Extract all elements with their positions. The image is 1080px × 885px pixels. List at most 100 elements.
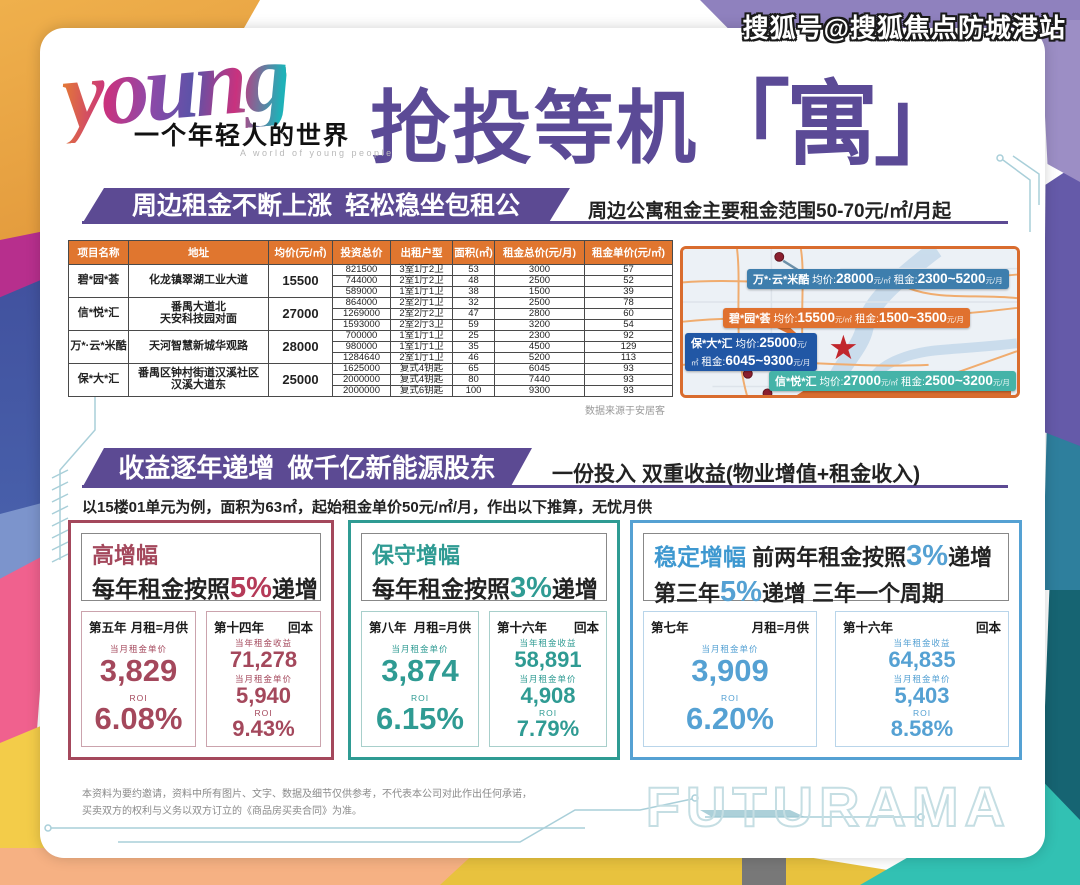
table-cell: 1室1厅1卫 [390, 341, 453, 353]
table-cell: 保*大*汇 [68, 363, 129, 397]
table-cell: 3室1厅2卫 [390, 264, 453, 276]
stat-value: 4,908 [520, 682, 576, 708]
callout-rent-label: 租金: [701, 356, 726, 369]
stat-item: 当年租金收益 64,835 [843, 637, 1001, 671]
table-cell: 2300 [494, 330, 585, 342]
table-cell: 39 [584, 286, 673, 298]
page-title: 抢投等机「寓」 [370, 50, 966, 183]
table-cell: 27000 [268, 297, 333, 331]
table-cell: 2室2厅1卫 [390, 297, 453, 309]
plan-desc-pct: 3% [510, 572, 552, 604]
table-cell: 2室1厅1卫 [390, 352, 453, 364]
table-cell: 2室2厅2卫 [390, 308, 453, 320]
table-row: 1269000 2室2厅2卫 47 2800 60 [69, 308, 673, 320]
stat-item: 当月租金单价 5,403 [843, 673, 1001, 707]
table-cell: 47 [452, 308, 495, 320]
table-cell: 53 [452, 264, 495, 276]
stat-label: 当月租金单价 [519, 673, 577, 684]
stat-item: ROI 7.79% [497, 708, 599, 740]
stat-item: 当月租金单价 5,940 [214, 673, 313, 707]
stat-box-breakeven: 第七年 月租=月供 当月租金单价 3,909 ROI 6.20% [643, 611, 817, 747]
stat-year: 第十六年 [497, 621, 548, 635]
callout-price-unit: 元/㎡ [691, 340, 807, 368]
stat-value: 3,829 [99, 653, 178, 688]
col-header-avg-price: 均价(元/㎡) [268, 240, 333, 265]
logo-tagline-en: A world of young people [240, 148, 394, 158]
stat-value: 71,278 [229, 647, 298, 673]
col-header-rent-unit: 租金单价(元/㎡) [584, 240, 673, 265]
table-cell: 93 [584, 363, 673, 375]
table-cell: 15500 [268, 264, 333, 298]
table-cell: 碧*园*荟 [68, 264, 129, 298]
callout-price: 27000 [843, 373, 881, 388]
stat-value: 6.08% [94, 701, 183, 736]
table-cell: 113 [584, 352, 673, 364]
stat-value: 8.58% [890, 715, 954, 741]
stat-year: 第七年 [651, 621, 689, 635]
table-cell: 9300 [494, 385, 585, 397]
plan-stable-growth: 稳定增幅 前两年租金按照3%递增 第三年5%递增 三年一个周期 第七年 月租=月供… [630, 520, 1022, 760]
stat-label: 当月租金单价 [234, 673, 292, 684]
stat-value: 7.79% [516, 715, 580, 741]
callout-rent: 2500~3200 [924, 373, 993, 388]
stat-tag: 回本 [287, 621, 313, 635]
stat-tag: 回本 [573, 621, 599, 635]
table-cell: 3200 [494, 319, 585, 331]
table-row: 碧*园*荟 化龙镇翠湖工业大道 15500 821500 3室1厅2卫 53 3… [68, 264, 673, 298]
plan-title-box: 稳定增幅 前两年租金按照3%递增 第三年5%递增 三年一个周期 [643, 533, 1009, 608]
table-cell: 1室1厅1卫 [390, 286, 453, 298]
table-cell: 57 [584, 264, 673, 276]
table-cell: 92 [584, 330, 673, 342]
table-cell: 54 [584, 319, 673, 331]
table-cell: 信*悦*汇 [68, 297, 129, 331]
stat-label: ROI [912, 707, 932, 718]
stat-value: 5,403 [894, 682, 950, 708]
stat-item: ROI 8.58% [843, 708, 1001, 740]
callout-rent: 2300~5200 [917, 271, 986, 286]
stat-label: 当月租金单价 [109, 644, 167, 654]
section1-side-note: 周边公寓租金主要租金范围50-70元/㎡/月起 [588, 201, 952, 222]
plan-desc-text: 递增 三年一个周期 [761, 581, 945, 607]
callout-rent-unit: 元/月 [793, 358, 811, 368]
stat-box-breakeven: 第八年 月租=月供 当月租金单价 3,874 ROI 6.15% [361, 611, 479, 747]
callout-price-label: 均价: [735, 338, 760, 350]
plan-high-growth: 高增幅 每年租金按照5%递增 第五年 月租=月供 当月租金单价 3,829 ROI 6… [68, 520, 334, 760]
table-cell: 7440 [494, 374, 585, 386]
bg-shape-purple [1043, 162, 1080, 446]
stat-year: 第十六年 [843, 621, 894, 635]
plan-desc-text: 递增 [948, 545, 993, 570]
futurama-brand: FUTURAMA [645, 774, 1011, 839]
stat-tag: 月租=月供 [751, 621, 809, 635]
sohu-watermark: 搜狐号@搜狐焦点防城港站 [742, 13, 1066, 43]
callout-name: 碧*园*荟 [729, 313, 771, 325]
callout-price: 15500 [797, 310, 835, 325]
callout-price: 25000 [759, 335, 797, 350]
stat-label: ROI [720, 693, 740, 703]
table-cell: 番禺大道北 天安科技园对面 [128, 297, 269, 331]
plan-desc-line2: 第三年5%递增 三年一个周期 [654, 574, 998, 610]
callout-name: 保*大*汇 [691, 338, 733, 350]
rent-comparison-table: 项目名称 地址 均价(元/㎡) 投资总价 出租户型 面积(㎡) 租金总价(元/月… [68, 240, 673, 397]
stat-label: ROI [410, 693, 430, 703]
table-row: 2000000 复式6钥匙 100 9300 93 [69, 385, 673, 397]
table-cell: 2000000 [332, 385, 391, 397]
table-cell: 93 [584, 385, 673, 397]
plan-desc-text: 前两年租金按照 [752, 545, 907, 570]
section2-divider [82, 485, 1008, 488]
table-cell: 1625000 [332, 363, 391, 375]
table-row: 2000000 复式4钥匙 80 7440 93 [69, 374, 673, 386]
stat-box-breakeven: 第五年 月租=月供 当月租金单价 3,829 ROI 6.08% [81, 611, 196, 747]
table-cell: 1室1厅1卫 [390, 330, 453, 342]
table-cell: 700000 [332, 330, 391, 342]
callout-rent-label: 租金: [893, 274, 918, 286]
stat-tag: 月租=月供 [413, 621, 471, 635]
plan-stats: 第八年 月租=月供 当月租金单价 3,874 ROI 6.15% 第十六年 回本 当年租… [361, 611, 607, 747]
stat-item: 当月租金单价 3,829 [89, 643, 188, 686]
table-row: 1593000 2室2厅3卫 59 3200 54 [69, 319, 673, 331]
plan-desc-text: 每年租金按照 [372, 576, 510, 602]
plan-desc-text: 第三年 [654, 581, 721, 607]
table-cell: 番禺区钟村街道汉溪社区 汉溪大道东 [128, 363, 269, 397]
table-cell: 60 [584, 308, 673, 320]
plan-conservative-growth: 保守增幅 每年租金按照3%递增 第八年 月租=月供 当月租金单价 3,874 ROI… [348, 520, 620, 760]
